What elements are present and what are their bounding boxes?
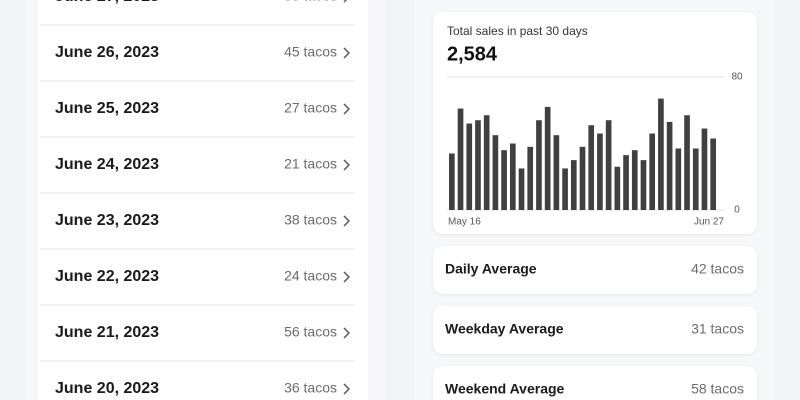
chevron (343, 159, 351, 171)
row-count: 36 tacos (284, 380, 337, 396)
stat-label: Weekday Average (445, 321, 564, 337)
row-date: June 27, 2023 (55, 0, 159, 5)
total-sales: 2,584 (447, 43, 498, 65)
bar (623, 155, 629, 210)
bar (684, 115, 690, 210)
chevron (343, 103, 351, 115)
bar (536, 120, 542, 210)
stat-card (433, 246, 757, 294)
row-count: 45 tacos (284, 44, 337, 60)
bar (527, 146, 534, 210)
chevron (343, 0, 348, 3)
stat-label: Weekend Average (445, 381, 565, 397)
bar (553, 135, 560, 210)
row-count: 55 tacos (284, 0, 337, 4)
stat-value: 31 tacos (691, 321, 744, 337)
bar (692, 148, 699, 210)
bar (631, 150, 638, 210)
row-count: 24 tacos (284, 268, 337, 284)
chevron (343, 47, 351, 59)
bar (675, 148, 682, 210)
stat-value: 58 tacos (691, 381, 744, 397)
row-count: 38 tacos (284, 212, 337, 228)
bar (666, 121, 673, 210)
row-date: June 22, 2023 (55, 268, 159, 285)
y-tick-label: 0 (734, 205, 740, 216)
stat-label: Daily Average (445, 261, 537, 277)
bar (597, 133, 603, 210)
bar (579, 146, 586, 210)
bar (483, 115, 490, 210)
stat-card (433, 306, 757, 354)
bar (570, 160, 577, 210)
stat-value: 42 tacos (691, 261, 744, 277)
row-count: 56 tacos (284, 324, 337, 340)
bar (605, 120, 612, 210)
bar (701, 128, 708, 210)
chart-title: Total sales in past 30 days (447, 24, 588, 38)
row-date: June 23, 2023 (55, 212, 159, 229)
y-tick-label: 80 (731, 72, 743, 83)
bar (449, 153, 455, 210)
stat-card (433, 366, 757, 400)
row-date: June 25, 2023 (55, 100, 159, 117)
row-count: 27 tacos (284, 100, 337, 116)
bar (457, 108, 464, 210)
x-tick-label: May 16 (448, 217, 481, 228)
bar (509, 143, 516, 210)
row-date: June 20, 2023 (55, 380, 159, 397)
bar (640, 160, 647, 210)
bar (466, 123, 473, 210)
row-date: June 26, 2023 (55, 44, 159, 61)
bar (518, 168, 525, 210)
row-date: June 24, 2023 (55, 156, 159, 173)
chevron (343, 383, 351, 395)
bar (614, 166, 621, 210)
bar (562, 168, 568, 210)
chevron (343, 215, 351, 227)
row-count: 21 tacos (284, 156, 337, 172)
bar (658, 98, 664, 210)
chevron (343, 271, 351, 283)
x-tick-label: Jun 27 (694, 217, 724, 228)
bar (588, 125, 595, 210)
bar (649, 133, 656, 210)
bar (710, 138, 716, 210)
bar (492, 135, 499, 210)
list-card (38, 0, 368, 400)
bar (475, 120, 481, 210)
row-date: June 21, 2023 (55, 324, 159, 341)
bar (544, 106, 551, 210)
chevron (343, 327, 351, 339)
bar (501, 150, 507, 210)
